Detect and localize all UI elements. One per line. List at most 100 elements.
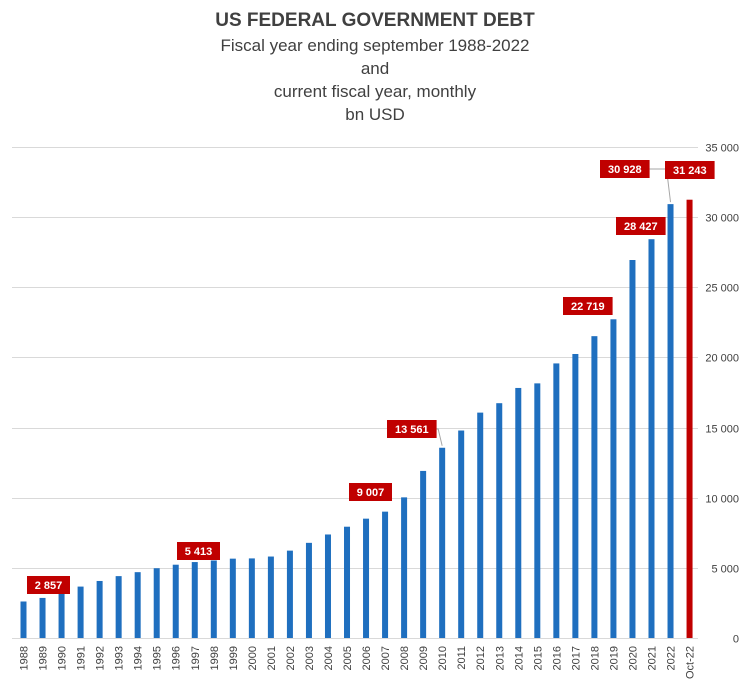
bar <box>96 580 103 638</box>
chart-title: US FEDERAL GOVERNMENT DEBT <box>215 10 535 31</box>
bar <box>439 447 446 638</box>
data-label-box <box>665 161 715 179</box>
x-tick-label: 2020 <box>627 646 639 670</box>
y-tick-label: 25 000 <box>705 283 739 295</box>
bar <box>153 568 160 638</box>
x-tick-label: 2013 <box>494 646 506 670</box>
data-label: 31 243 <box>673 165 707 177</box>
x-tick-label: 2011 <box>456 646 468 670</box>
bar <box>286 550 293 638</box>
y-tick-label: 0 <box>733 634 739 646</box>
y-tick-label: 10 000 <box>705 494 739 506</box>
data-label-box <box>27 576 70 594</box>
chart-titles: US FEDERAL GOVERNMENT DEBT Fiscal year e… <box>0 8 750 126</box>
bar <box>172 564 179 638</box>
bar <box>686 199 693 639</box>
x-tick-label: 2001 <box>266 646 278 670</box>
bar <box>553 363 560 638</box>
x-tick-label: 2007 <box>380 646 392 670</box>
bar <box>115 576 122 638</box>
x-tick-label: 2000 <box>247 646 259 670</box>
bar <box>305 542 312 638</box>
x-tick-label: 2019 <box>608 646 620 670</box>
bar <box>134 572 141 638</box>
x-tick-label: 2008 <box>399 646 411 670</box>
data-label-box <box>177 542 220 560</box>
bar <box>401 497 408 638</box>
data-label-box <box>616 217 666 235</box>
bar <box>458 430 465 638</box>
x-tick-label: 2021 <box>646 646 658 670</box>
x-tick-label: 2010 <box>437 646 449 670</box>
bar <box>534 383 541 638</box>
bar <box>515 387 522 638</box>
bar <box>229 558 236 638</box>
data-label: 2 857 <box>35 580 63 592</box>
bar <box>248 558 255 638</box>
data-label-box <box>600 160 650 178</box>
x-tick-label: 1992 <box>95 646 107 670</box>
x-tick-label: 1991 <box>76 646 88 670</box>
bar <box>496 403 503 638</box>
bar <box>20 601 27 638</box>
x-tick-label: 2002 <box>285 646 297 670</box>
x-tick-label: 1999 <box>228 646 240 670</box>
x-tick-label: 2016 <box>551 646 563 670</box>
bar <box>420 470 427 638</box>
x-tick-label: 2005 <box>342 646 354 670</box>
bar <box>210 560 217 638</box>
data-label: 28 427 <box>624 221 658 233</box>
x-tick-label: 1998 <box>209 646 221 670</box>
bar <box>477 412 484 638</box>
bar <box>610 319 617 638</box>
x-tick-label: 2017 <box>570 646 582 670</box>
x-tick-label: 2014 <box>513 646 525 670</box>
data-label: 22 719 <box>571 301 605 313</box>
y-tick-label: 35 000 <box>705 143 739 155</box>
bar <box>591 336 598 638</box>
x-tick-label: 1995 <box>152 646 164 670</box>
x-tick-label: 1990 <box>57 646 69 670</box>
chart-subtitle-line-2: and <box>360 59 390 78</box>
bar <box>77 586 84 638</box>
x-tick-label: 1988 <box>19 646 31 670</box>
data-label-box <box>349 483 392 501</box>
x-tick-label: 2012 <box>475 646 487 670</box>
y-tick-label: 15 000 <box>705 424 739 436</box>
x-tick-label: 2003 <box>304 646 316 670</box>
data-label: 13 561 <box>395 424 429 436</box>
bar <box>39 597 46 638</box>
data-label: 9 007 <box>357 487 385 499</box>
bar <box>648 239 655 639</box>
x-tick-label: 2009 <box>418 646 430 670</box>
x-tick-label: 1989 <box>38 646 50 670</box>
bar <box>629 260 636 638</box>
data-label: 5 413 <box>185 546 213 558</box>
y-tick-label: 20 000 <box>705 353 739 365</box>
y-tick-label: 30 000 <box>705 213 739 225</box>
x-tick-label: 2004 <box>323 646 335 670</box>
x-tick-label: 1996 <box>171 646 183 670</box>
bar <box>58 592 65 638</box>
x-tick-label: 1994 <box>133 646 145 670</box>
chart-subtitle-line-4: bn USD <box>345 105 405 124</box>
x-tick-label: 1997 <box>190 646 202 670</box>
data-label-box <box>563 297 613 315</box>
bar <box>324 534 331 638</box>
chart-subtitle-line-3: current fiscal year, monthly <box>273 82 477 101</box>
data-label: 30 928 <box>608 164 642 176</box>
bar <box>667 204 674 639</box>
x-tick-label: 1993 <box>114 646 126 670</box>
x-tick-label: 2015 <box>532 646 544 670</box>
bar <box>191 562 198 638</box>
bar <box>572 353 579 638</box>
bar <box>344 526 351 638</box>
leader-line <box>436 428 443 446</box>
x-tick-label: 2022 <box>666 646 678 670</box>
x-tick-label: Oct-22 <box>685 646 697 679</box>
y-tick-label: 5 000 <box>711 564 739 576</box>
chart-subtitle-line-1: Fiscal year ending september 1988-2022 <box>220 36 530 55</box>
bar <box>363 518 370 638</box>
x-tick-label: 2006 <box>361 646 373 670</box>
